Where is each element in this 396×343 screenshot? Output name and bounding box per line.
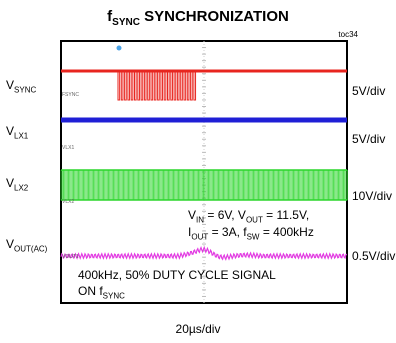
label-vlx2: VLX2 [6, 176, 29, 193]
label-vsync: VSYNC [6, 78, 37, 95]
conditions-line-1: VIN = 6V, VOUT = 11.5V, [188, 208, 310, 225]
scale-vsync: 5V/div [352, 84, 386, 98]
figure-id: toc34 [338, 30, 358, 39]
note-line-1: 400kHz, 50% DUTY CYCLE SIGNAL [78, 268, 276, 282]
trigger-marker [116, 45, 122, 51]
trace-vlx1 [61, 117, 347, 123]
scale-vlx2: 10V/div [352, 189, 393, 203]
tag-vlx2: VLX2 [62, 199, 75, 205]
label-vlx1: VLX1 [6, 124, 29, 141]
scale-vout: 0.5V/div [352, 249, 396, 263]
tag-vlx1: VLX1 [62, 145, 75, 151]
note-line-2: ON fSYNC [78, 284, 125, 301]
label-vout: VOUT(AC) [6, 237, 48, 254]
scale-vlx1: 5V/div [352, 132, 386, 146]
tag-vout: VOUT1 [62, 254, 79, 260]
grid [202, 41, 206, 303]
chart-title: fSYNC SYNCHRONIZATION [107, 8, 289, 28]
trace-vout [60, 245, 348, 261]
timebase-label: 20µs/div [175, 322, 221, 336]
conditions-line-2: IOUT = 3A, fSW = 400kHz [188, 225, 314, 242]
traces [60, 69, 348, 261]
tag-vsync: FSYNC [62, 92, 79, 98]
